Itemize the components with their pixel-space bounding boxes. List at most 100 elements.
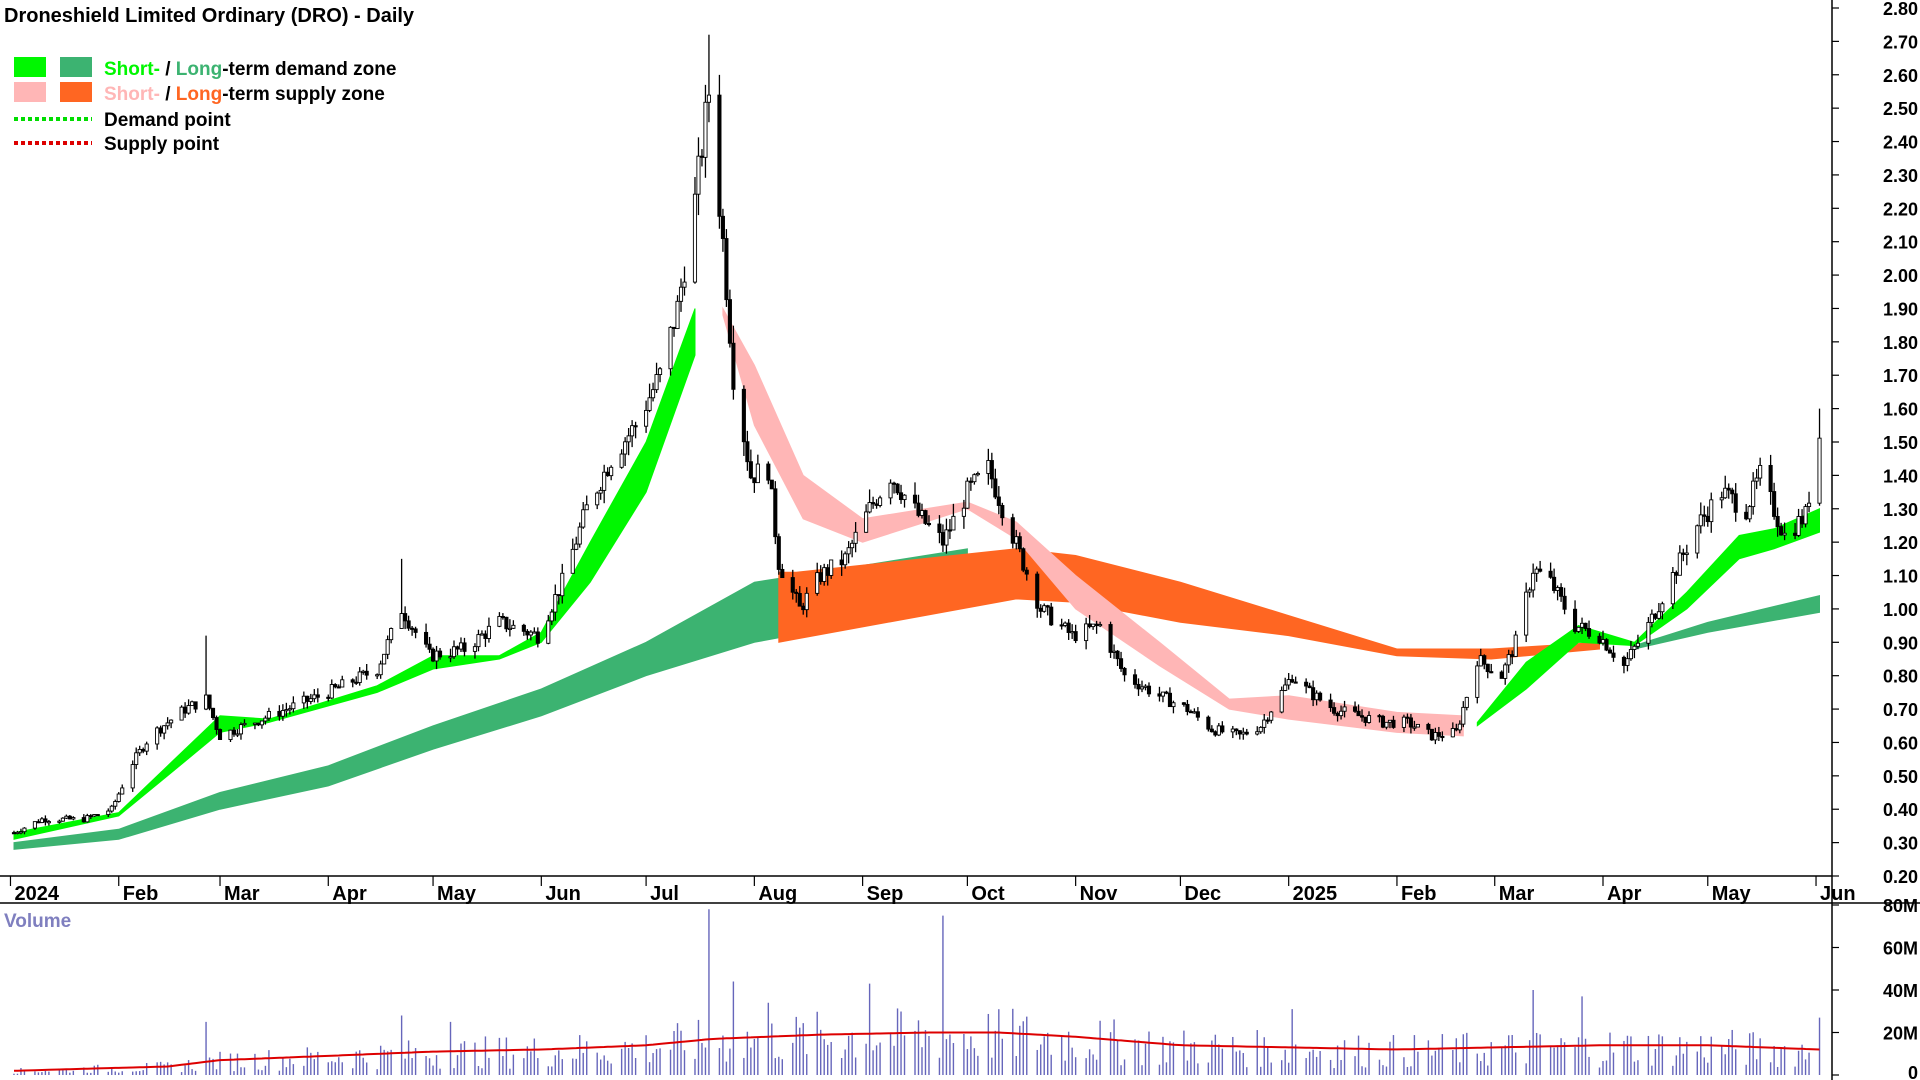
candle-body [1136, 683, 1141, 690]
candle-body [22, 827, 27, 833]
candle-body [1237, 730, 1242, 735]
candle-body [989, 460, 994, 480]
candle-body [1489, 671, 1494, 674]
candle-body [1241, 731, 1246, 735]
price-tick-label: 0.90 [1883, 633, 1918, 653]
candle-body [238, 724, 244, 735]
candle-body [1021, 548, 1026, 571]
candle-body [717, 94, 722, 217]
volume-moving-average [13, 1031, 1820, 1072]
zone-layer [13, 306, 1820, 850]
date-tick-label: Jun [545, 883, 581, 905]
candle-body [1195, 711, 1200, 718]
candle-body [1499, 671, 1504, 679]
candle-body [692, 193, 698, 283]
price-tick-label: 1.80 [1883, 333, 1918, 353]
candle-body [1621, 656, 1627, 666]
candle-body [1122, 668, 1127, 676]
candle-body [1377, 715, 1382, 718]
candle-body [36, 821, 41, 824]
candle-body [1167, 692, 1172, 708]
price-tick-label: 1.50 [1883, 433, 1918, 453]
candle-body [553, 594, 558, 613]
legend-swatch-long-demand [60, 57, 92, 77]
price-tick-label: 2.50 [1883, 99, 1918, 119]
candle-body [1045, 605, 1050, 608]
candle-body [179, 706, 184, 721]
legend-supply-zone: Short- / Long-term supply zone [104, 84, 385, 105]
candle-body [912, 494, 918, 504]
candle-body [1091, 623, 1096, 628]
candle-body [458, 642, 464, 650]
candle-body [1478, 655, 1483, 667]
candle-body [1775, 515, 1780, 528]
price-tick-label: 1.10 [1883, 567, 1918, 587]
volume-title: Volume [4, 911, 71, 932]
candle-body [1817, 437, 1822, 504]
candle-body [130, 764, 135, 789]
candle-body [619, 453, 624, 468]
candle-body [95, 814, 100, 817]
candle-body [1803, 506, 1808, 525]
candle-body [106, 810, 111, 816]
candle-body [766, 463, 771, 481]
candle-body [507, 627, 512, 630]
volume-tick-label: 20M [1883, 1024, 1918, 1044]
legend-demand-point: Demand point [104, 110, 231, 131]
candle-body [1576, 626, 1581, 632]
candle-body [67, 815, 72, 820]
candle-body [1209, 728, 1214, 733]
candle-body [801, 605, 806, 611]
candle-body [871, 502, 876, 505]
candle-body [144, 743, 149, 752]
candle-body [113, 801, 118, 807]
candle-body [891, 482, 897, 485]
candle-body [308, 698, 313, 702]
candle-body [385, 639, 390, 655]
candle-body [1293, 681, 1298, 684]
short-term-demand-zone-2025 [1476, 508, 1820, 727]
candle-body [1084, 623, 1089, 642]
candle-body [1524, 591, 1529, 636]
candle-body [462, 642, 467, 652]
candle-body [584, 504, 589, 511]
candle-body [1730, 489, 1735, 495]
candle-body [1457, 723, 1462, 731]
candle-body [1262, 719, 1267, 728]
date-tick-label: May [1712, 883, 1752, 905]
candle-body [1311, 687, 1316, 701]
candle-body [1206, 716, 1211, 730]
candle-body [556, 594, 561, 597]
candle-body [1366, 715, 1372, 723]
date-tick-label: May [437, 883, 477, 905]
candle-body [326, 696, 331, 699]
candle-body [1604, 639, 1609, 651]
candle-body [1793, 532, 1798, 536]
date-tick-label: Aug [758, 883, 797, 905]
candle-body [1503, 664, 1508, 679]
candle-body [1063, 622, 1068, 626]
candle-body [120, 787, 125, 795]
candle-body [312, 694, 317, 700]
price-tick-label: 1.30 [1883, 500, 1918, 520]
candle-body [940, 532, 945, 546]
candle-body [678, 286, 684, 302]
candle-body [741, 388, 746, 443]
price-tick-label: 2.70 [1883, 32, 1918, 52]
price-tick-label: 0.30 [1883, 834, 1918, 854]
candle-body [1391, 719, 1396, 728]
candle-body [574, 543, 579, 550]
candle-body [947, 529, 952, 532]
candle-body [1073, 631, 1078, 642]
candle-body [1108, 624, 1113, 653]
candle-body [961, 507, 966, 517]
candle-body [864, 511, 869, 533]
candle-body [46, 821, 51, 824]
candle-body [651, 389, 656, 399]
candle-body [1185, 703, 1190, 712]
candle-body [1139, 686, 1145, 690]
candle-body [1269, 711, 1274, 721]
candle-body [1188, 711, 1193, 714]
candle-body [1017, 536, 1022, 550]
candle-body [497, 615, 502, 627]
